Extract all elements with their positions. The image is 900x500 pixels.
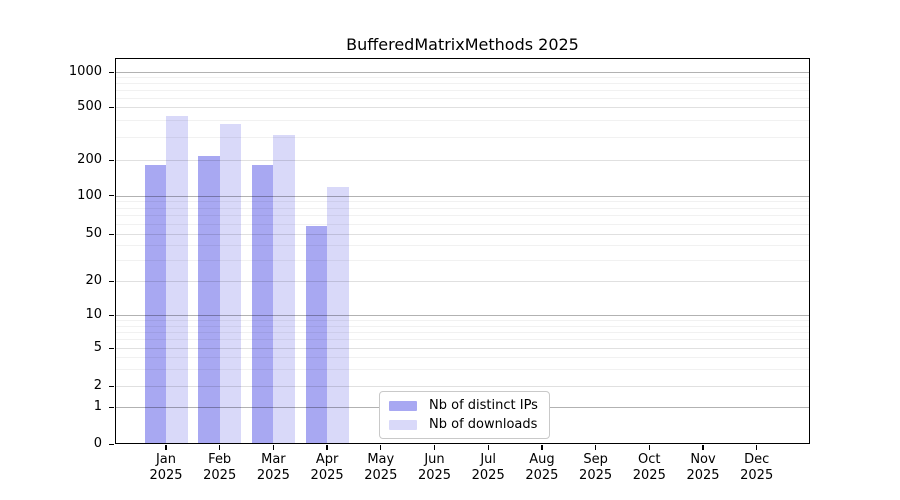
bar-distinct-ips-jan <box>144 165 166 444</box>
x-tick-mark-nov <box>702 445 704 450</box>
y-tick-mark-100 <box>109 195 114 197</box>
x-tick-label-jul: Jul 2025 <box>471 452 505 483</box>
y-tick-label-500: 500 <box>77 99 102 114</box>
x-tick-label-jan: Jan 2025 <box>149 452 183 483</box>
y-tick-label-1000: 1000 <box>68 64 102 79</box>
y-tick-mark-2 <box>109 385 114 387</box>
x-tick-mark-mar <box>272 445 275 450</box>
y-tick-label-5: 5 <box>93 340 102 355</box>
x-tick-mark-jun <box>433 445 436 450</box>
x-tick-label-jun: Jun 2025 <box>417 452 452 483</box>
bar-distinct-ips-apr <box>305 225 328 444</box>
x-tick-label-nov: Nov 2025 <box>686 452 720 483</box>
x-tick-label-oct: Oct 2025 <box>632 452 666 483</box>
legend-label-distinct-ips: Nb of distinct IPs <box>429 398 538 413</box>
legend-entry-downloads: Nb of downloads <box>389 417 538 432</box>
y-tick-mark-50 <box>109 233 114 235</box>
y-tick-mark-20 <box>109 280 114 282</box>
bar-downloads-jan <box>166 115 188 444</box>
y-tick-mark-500 <box>109 106 114 108</box>
gridline-minor-8 <box>115 325 810 327</box>
gridline-minor-4 <box>115 357 810 359</box>
gridline-minor-40 <box>115 245 810 247</box>
gridline-minor-70 <box>115 215 810 217</box>
x-tick-label-aug: Aug 2025 <box>525 452 559 483</box>
y-tick-mark-10 <box>109 314 114 316</box>
x-tick-label-mar: Mar 2025 <box>256 452 290 483</box>
y-tick-label-20: 20 <box>85 273 102 288</box>
gridline-minor-9 <box>115 320 810 322</box>
gridline-minor-80 <box>115 207 810 209</box>
bar-distinct-ips-mar <box>251 165 274 444</box>
bar-downloads-mar <box>273 134 295 444</box>
y-tick-label-10: 10 <box>85 307 102 322</box>
y-tick-mark-5 <box>109 347 114 349</box>
gridline-minor-800 <box>115 83 810 85</box>
x-tick-mark-jan <box>165 445 167 450</box>
x-tick-label-sep: Sep 2025 <box>579 452 613 483</box>
y-tick-mark-1000 <box>109 71 114 73</box>
x-tick-mark-may <box>380 445 382 450</box>
y-tick-mark-0 <box>109 443 114 445</box>
x-tick-mark-oct <box>648 445 650 450</box>
legend-swatch-downloads <box>389 419 417 430</box>
y-tick-label-2: 2 <box>93 378 102 393</box>
gridline-minor-400 <box>115 119 810 121</box>
legend-swatch-distinct-ips <box>389 400 417 411</box>
y-tick-mark-1 <box>109 406 114 408</box>
gridline-decade-10 <box>115 315 810 316</box>
plot-area: 0 1 2 5 10 20 50 100 200 500 1000 Jan 2025 Feb 2025 M… <box>69 58 810 483</box>
gridline-mid-50 <box>115 234 810 235</box>
gridline-mid-200 <box>115 160 810 161</box>
gridline-minor-30 <box>115 260 810 262</box>
gridline-minor-700 <box>115 90 810 91</box>
gridline-minor-600 <box>115 97 810 99</box>
gridline-minor-90 <box>115 201 810 203</box>
y-tick-label-1: 1 <box>93 399 102 414</box>
gridline-decade-100 <box>115 195 810 197</box>
gridline-minor-3 <box>115 369 810 371</box>
gridline-minor-300 <box>115 136 810 138</box>
bar-distinct-ips-feb <box>198 155 220 444</box>
bar-downloads-feb <box>219 124 242 444</box>
y-tick-label-100: 100 <box>77 187 102 203</box>
x-tick-mark-sep <box>594 445 597 450</box>
gridline-decade-1000 <box>115 72 810 73</box>
x-tick-mark-jul <box>487 445 489 450</box>
gridline-minor-900 <box>115 77 810 79</box>
x-tick-mark-aug <box>541 445 543 450</box>
gridline-mid-20 <box>115 281 810 282</box>
gridline-mid-2 <box>115 386 810 387</box>
y-tick-mark-200 <box>109 159 114 161</box>
x-tick-mark-apr <box>326 445 328 450</box>
legend-entry-distinct-ips: Nb of distinct IPs <box>389 398 538 413</box>
gridline-minor-6 <box>115 339 810 341</box>
legend-label-downloads: Nb of downloads <box>429 417 538 432</box>
gridline-minor-60 <box>115 223 810 225</box>
x-tick-label-apr: Apr 2025 <box>310 452 344 483</box>
y-tick-label-50: 50 <box>85 226 102 241</box>
x-tick-mark-feb <box>219 445 221 450</box>
y-tick-label-200: 200 <box>77 152 102 167</box>
x-tick-label-dec: Dec 2025 <box>740 452 774 483</box>
chart-title: BufferedMatrixMethods 2025 <box>346 35 579 54</box>
x-tick-label-feb: Feb 2025 <box>203 452 237 483</box>
y-tick-label-0: 0 <box>93 436 102 451</box>
plot-frame <box>115 58 810 444</box>
x-tick-label-may: May 2025 <box>364 452 398 483</box>
x-tick-mark-dec <box>756 445 758 450</box>
gridline-mid-500 <box>115 107 810 108</box>
gridline-mid-5 <box>115 348 810 349</box>
bar-downloads-apr <box>327 187 349 444</box>
legend: Nb of distinct IPs Nb of downloads <box>379 391 550 439</box>
gridline-minor-7 <box>115 331 810 333</box>
